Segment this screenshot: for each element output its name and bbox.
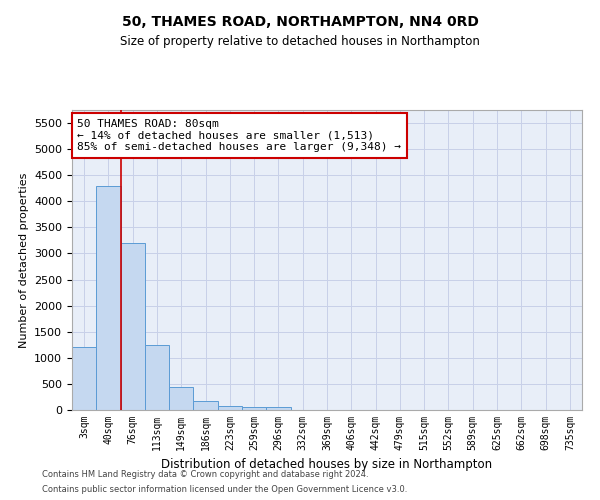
Text: Contains HM Land Registry data © Crown copyright and database right 2024.: Contains HM Land Registry data © Crown c… [42,470,368,479]
Text: 50, THAMES ROAD, NORTHAMPTON, NN4 0RD: 50, THAMES ROAD, NORTHAMPTON, NN4 0RD [122,15,478,29]
Bar [193,401,218,410]
Bar [218,406,242,410]
Text: Size of property relative to detached houses in Northampton: Size of property relative to detached ho… [120,35,480,48]
Bar [145,345,169,410]
Bar [96,186,121,410]
Bar [169,386,193,410]
X-axis label: Distribution of detached houses by size in Northampton: Distribution of detached houses by size … [161,458,493,471]
Bar [266,407,290,410]
Y-axis label: Number of detached properties: Number of detached properties [19,172,29,348]
Bar [121,243,145,410]
Bar [242,407,266,410]
Bar [72,348,96,410]
Text: 50 THAMES ROAD: 80sqm
← 14% of detached houses are smaller (1,513)
85% of semi-d: 50 THAMES ROAD: 80sqm ← 14% of detached … [77,119,401,152]
Text: Contains public sector information licensed under the Open Government Licence v3: Contains public sector information licen… [42,485,407,494]
